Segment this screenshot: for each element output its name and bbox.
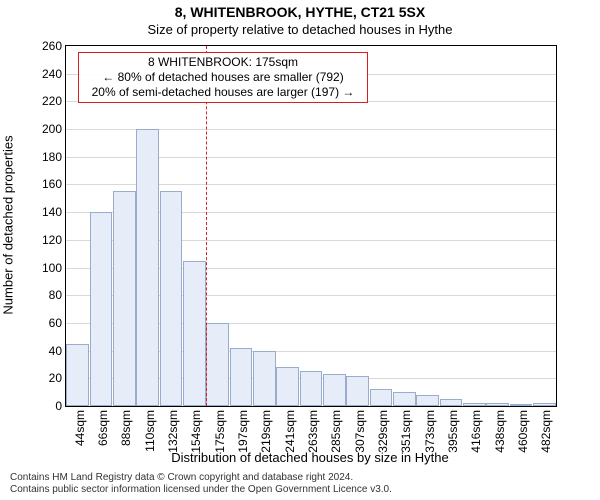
chart-title-1: 8, WHITENBROOK, HYTHE, CT21 5SX <box>0 4 600 20</box>
x-tick-label: 154sqm <box>189 410 203 453</box>
y-tick-label: 0 <box>55 399 66 413</box>
y-axis-label: Number of detached properties <box>1 135 16 314</box>
bar <box>416 395 439 406</box>
y-tick-label: 240 <box>42 67 66 81</box>
y-tick-label: 160 <box>42 177 66 191</box>
credit-line: Contains HM Land Registry data © Crown c… <box>10 472 392 484</box>
x-tick-label: 44sqm <box>73 410 87 446</box>
bar <box>393 392 416 406</box>
bar <box>370 389 393 406</box>
bar <box>440 399 463 406</box>
annotation-line: ← 80% of detached houses are smaller (79… <box>83 70 363 85</box>
x-tick-label: 395sqm <box>446 410 460 453</box>
bar <box>533 403 556 406</box>
bar <box>463 403 486 406</box>
x-tick-label: 110sqm <box>143 410 157 452</box>
bar <box>113 191 136 406</box>
x-tick-label: 132sqm <box>166 410 180 453</box>
credits: Contains HM Land Registry data © Crown c… <box>10 472 392 496</box>
x-tick-label: 416sqm <box>469 410 483 453</box>
bar <box>253 351 276 406</box>
annotation-line: 20% of semi-detached houses are larger (… <box>83 85 363 100</box>
credit-line: Contains public sector information licen… <box>10 484 392 496</box>
bar <box>136 129 159 406</box>
bar <box>206 323 229 406</box>
annotation-line: 8 WHITENBROOK: 175sqm <box>83 55 363 70</box>
bar <box>346 376 369 406</box>
x-tick-label: 66sqm <box>96 410 110 446</box>
x-tick-label: 219sqm <box>259 410 273 453</box>
bar <box>183 261 206 406</box>
x-tick-label: 197sqm <box>236 410 250 453</box>
y-tick-label: 220 <box>42 94 66 108</box>
y-tick-label: 120 <box>42 233 66 247</box>
bar <box>66 344 89 406</box>
x-tick-label: 88sqm <box>119 410 133 446</box>
bar <box>230 348 253 406</box>
bar <box>486 403 509 406</box>
y-tick-label: 20 <box>49 371 66 385</box>
y-tick-label: 60 <box>49 316 66 330</box>
x-tick-label: 175sqm <box>213 410 227 453</box>
bar <box>276 367 299 406</box>
chart-title-2: Size of property relative to detached ho… <box>0 22 600 37</box>
plot-area: 02040608010012014016018020022024026044sq… <box>65 45 557 407</box>
x-tick-label: 329sqm <box>376 410 390 453</box>
y-tick-label: 80 <box>49 288 66 302</box>
bar <box>300 371 323 406</box>
y-tick-label: 100 <box>42 261 66 275</box>
x-tick-label: 307sqm <box>353 410 367 453</box>
x-axis-label: Distribution of detached houses by size … <box>65 450 555 465</box>
bar <box>90 212 113 406</box>
x-tick-label: 373sqm <box>423 410 437 453</box>
bar <box>160 191 183 406</box>
x-tick-label: 241sqm <box>283 410 297 453</box>
bar <box>323 374 346 406</box>
annotation-box: 8 WHITENBROOK: 175sqm← 80% of detached h… <box>78 52 368 103</box>
y-tick-label: 260 <box>42 39 66 53</box>
x-tick-label: 438sqm <box>493 410 507 453</box>
x-tick-label: 351sqm <box>399 410 413 453</box>
bar <box>510 404 533 406</box>
x-tick-label: 482sqm <box>539 410 553 453</box>
x-tick-label: 285sqm <box>329 410 343 453</box>
y-tick-label: 40 <box>49 344 66 358</box>
x-tick-label: 460sqm <box>516 410 530 453</box>
y-tick-label: 180 <box>42 150 66 164</box>
y-tick-label: 140 <box>42 205 66 219</box>
y-tick-label: 200 <box>42 122 66 136</box>
x-tick-label: 263sqm <box>306 410 320 453</box>
